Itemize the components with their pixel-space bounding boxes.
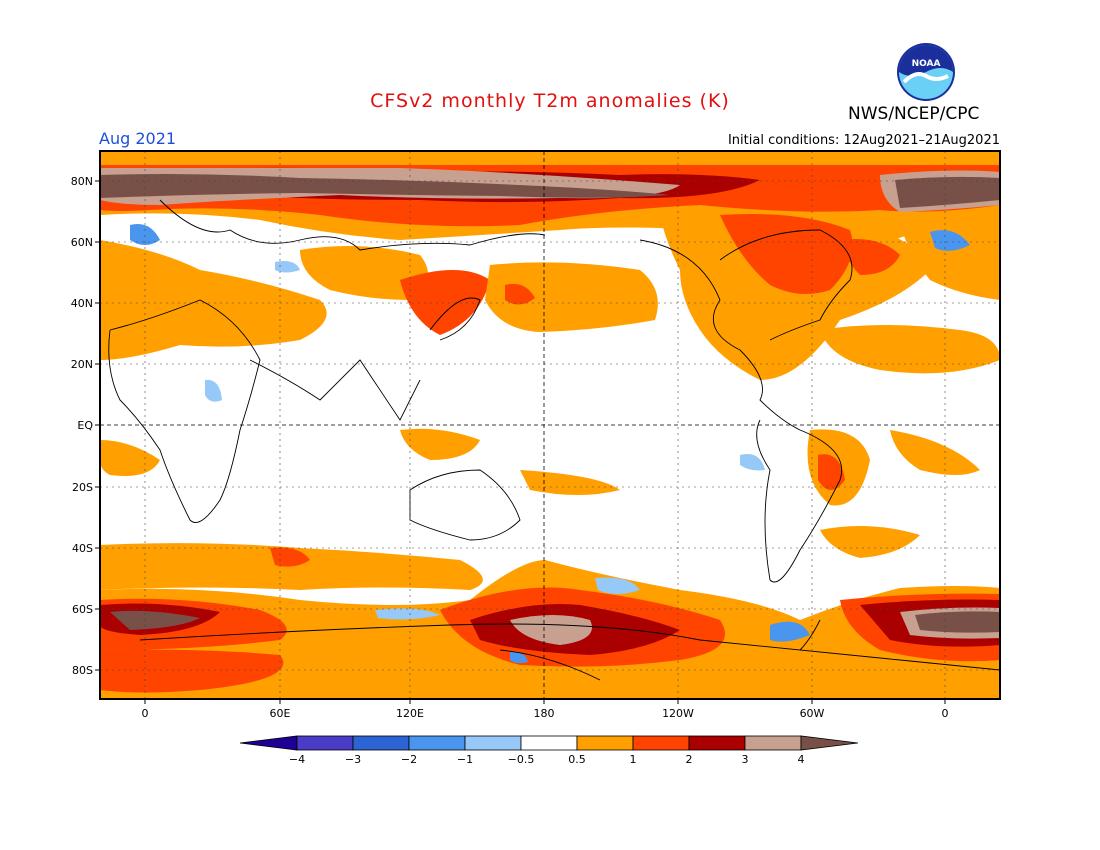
latitude-labels: 80N 60N 40N 20N EQ 20S 40S 60S 80S (71, 175, 100, 677)
lon-label: 120W (662, 707, 694, 720)
lon-label: 120E (396, 707, 424, 720)
colorbar-label: −2 (401, 753, 417, 766)
colorbar-swatch (464, 735, 522, 751)
lat-label: 40N (71, 297, 93, 310)
colorbar-label: 4 (798, 753, 805, 766)
lon-label: 60W (800, 707, 825, 720)
colorbar-label: −0.5 (508, 753, 535, 766)
lon-label: 0 (942, 707, 949, 720)
colorbar-swatch (520, 735, 578, 751)
colorbar-swatch (408, 735, 466, 751)
lon-label: 0 (142, 707, 149, 720)
colorbar-swatch (632, 735, 690, 751)
colorbar-swatch (576, 735, 634, 751)
southern-extreme-patch (915, 611, 1000, 633)
lon-label: 180 (534, 707, 555, 720)
lat-label: 80S (72, 664, 93, 677)
colorbar-label: 1 (630, 753, 637, 766)
colorbar-label: 2 (686, 753, 693, 766)
chart-title: CFSv2 monthly T2m anomalies (K) (370, 90, 730, 112)
colorbar-arrow-right (800, 735, 859, 751)
colorbar-label: −1 (457, 753, 473, 766)
colorbar-label: 3 (742, 753, 749, 766)
lat-label: 60S (72, 603, 93, 616)
colorbar-arrow-left (239, 735, 298, 751)
initial-conditions-text: Initial conditions: 12Aug2021–21Aug2021 (727, 133, 1000, 148)
forecast-month: Aug 2021 (99, 129, 177, 148)
colorbar-swatch (352, 735, 410, 751)
colorbar-swatch (744, 735, 802, 751)
lon-label: 60E (270, 707, 291, 720)
lat-label: 20N (71, 358, 93, 371)
agency-label: NWS/NCEP/CPC (848, 104, 980, 124)
colorbar-label: −4 (289, 753, 305, 766)
lat-label: 20S (72, 481, 93, 494)
lat-label: EQ (77, 419, 93, 432)
lat-label: 60N (71, 236, 93, 249)
arctic-extreme-patch (100, 174, 670, 198)
colorbar-label: −3 (345, 753, 361, 766)
colorbar: −4 −3 −2 −1 −0.5 0.5 1 2 3 4 (239, 735, 859, 766)
lat-label: 80N (71, 175, 93, 188)
longitude-labels: 0 60E 120E 180 120W 60W 0 (142, 699, 949, 720)
lat-label: 40S (72, 542, 93, 555)
colorbar-swatch (688, 735, 746, 751)
colorbar-label: 0.5 (568, 753, 586, 766)
colorbar-swatch (296, 735, 354, 751)
logo-text: NOAA (912, 59, 941, 69)
noaa-logo-icon: NOAA (897, 43, 955, 101)
